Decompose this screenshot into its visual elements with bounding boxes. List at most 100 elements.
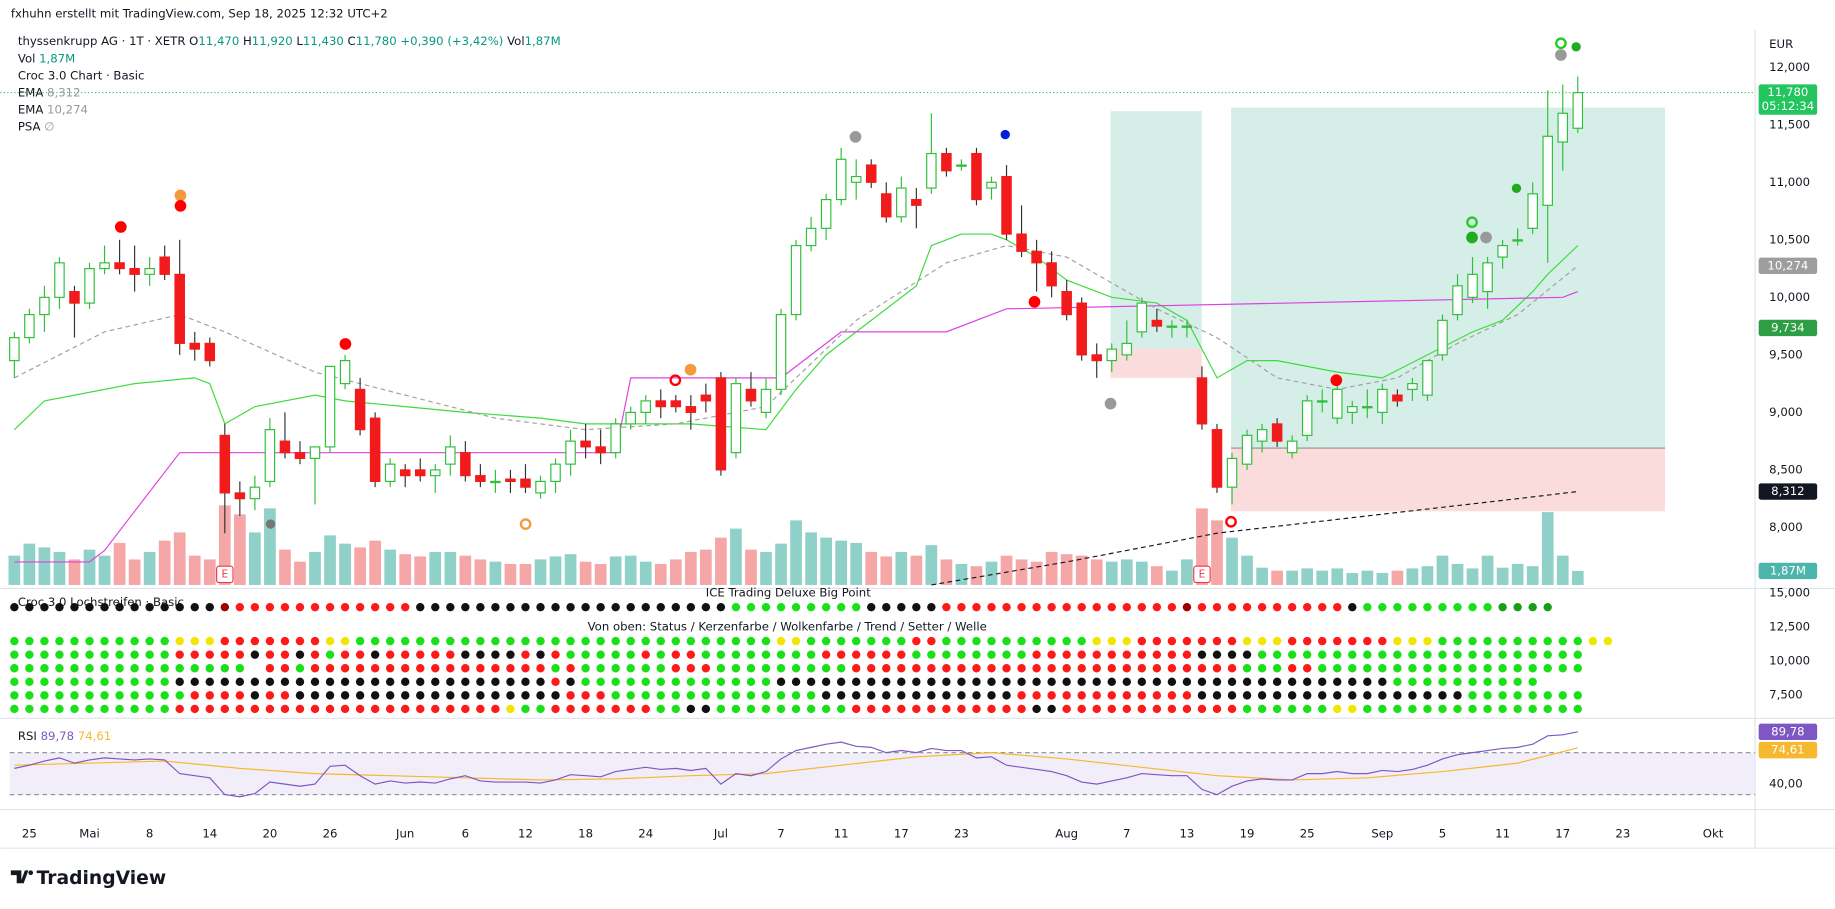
status-dot [1227, 664, 1237, 673]
status-dot [355, 677, 365, 687]
status-dot [1212, 602, 1222, 612]
x-tick-label: 18 [578, 827, 593, 841]
volume-bar [203, 559, 216, 585]
volume-bar [1526, 566, 1539, 585]
candle-body [279, 440, 291, 454]
status-dot [927, 664, 936, 673]
status-dot [40, 691, 49, 700]
status-dot [1092, 636, 1101, 646]
status-dot [806, 664, 816, 673]
status-dot [265, 650, 275, 659]
status-dot [521, 704, 530, 714]
status-dot [190, 602, 199, 612]
status-dot [611, 664, 620, 673]
status-dot [1287, 636, 1297, 646]
status-dot [611, 691, 620, 700]
status-dot [521, 691, 530, 700]
status-dot [370, 704, 380, 714]
status-dot [175, 650, 184, 659]
status-dot [476, 650, 485, 659]
status-dot [566, 664, 575, 673]
volume-bar [805, 532, 817, 585]
status-dot [325, 691, 335, 700]
status-dot [897, 704, 906, 714]
status-dot [1302, 636, 1312, 646]
status-dot [776, 664, 786, 673]
status-dot [130, 664, 139, 673]
status-dot [10, 664, 19, 673]
x-tick-label: 17 [894, 827, 909, 841]
volume-bar [1346, 572, 1359, 585]
status-dot [1408, 677, 1417, 687]
rsi-legend: RSI 89,78 74,61 [18, 728, 111, 742]
candle-body [174, 273, 185, 344]
status-dot [1498, 691, 1507, 700]
status-dot [1047, 636, 1056, 646]
volume-bar [279, 549, 291, 585]
candle-body [745, 388, 757, 402]
candle-body [580, 440, 591, 448]
status-dot [55, 664, 64, 673]
status-dot [1528, 664, 1537, 673]
volume-bar [249, 532, 261, 585]
status-dot [867, 650, 876, 659]
status-dot [1077, 602, 1086, 612]
candle-body [189, 342, 201, 350]
status-dot [1393, 664, 1402, 673]
status-dot [100, 677, 109, 687]
status-dot [115, 602, 124, 612]
status-dot [957, 677, 966, 687]
status-dot [821, 677, 831, 687]
status-dot [626, 691, 635, 700]
status-dot [596, 704, 605, 714]
status-dot [1543, 704, 1552, 714]
status-dot [1032, 636, 1041, 646]
candle-body [39, 296, 50, 316]
candle-body [369, 417, 381, 482]
status-dot [85, 664, 94, 673]
candle-body [865, 164, 877, 183]
status-dot [867, 704, 876, 714]
status-dot [370, 636, 380, 646]
status-dot [220, 650, 230, 659]
candle-body [700, 394, 712, 402]
status-dot [581, 704, 590, 714]
status-dot [325, 602, 335, 612]
candle-body [69, 291, 80, 304]
status-dot [40, 602, 49, 612]
status-dot [927, 677, 936, 687]
status-dot [1257, 691, 1267, 700]
price-badge-label: 10,274 [1767, 258, 1808, 272]
status-dot [1032, 602, 1041, 612]
volume-bar [549, 556, 562, 585]
status-dot [1017, 636, 1026, 646]
status-dot [205, 691, 214, 700]
status-dot [641, 704, 650, 714]
status-dot [431, 636, 440, 646]
status-dot [235, 664, 245, 673]
status-dot [1002, 691, 1011, 700]
status-dot [145, 704, 154, 714]
rsi-ma-line [14, 747, 1578, 781]
y-tick-label: 7,500 [1769, 687, 1802, 701]
status-dot [310, 677, 320, 687]
status-dot [596, 636, 605, 646]
status-dot [1062, 704, 1071, 714]
status-dot [521, 636, 530, 646]
status-dot [1062, 636, 1071, 646]
status-dot [626, 636, 635, 646]
status-dot [521, 602, 530, 612]
status-dot [145, 664, 154, 673]
status-dot [1333, 664, 1342, 673]
status-dot [551, 602, 560, 612]
candle-body [1136, 302, 1148, 333]
status-dot [1272, 691, 1282, 700]
volume-bar [113, 542, 126, 585]
status-dot [1513, 602, 1522, 612]
candle-body [1016, 233, 1027, 252]
status-dot [731, 691, 741, 700]
status-dot [957, 691, 966, 700]
indicator-legend: Vol 1,87M [18, 51, 75, 65]
x-tick-label: Okt [1703, 827, 1724, 841]
status-dot [701, 602, 711, 612]
